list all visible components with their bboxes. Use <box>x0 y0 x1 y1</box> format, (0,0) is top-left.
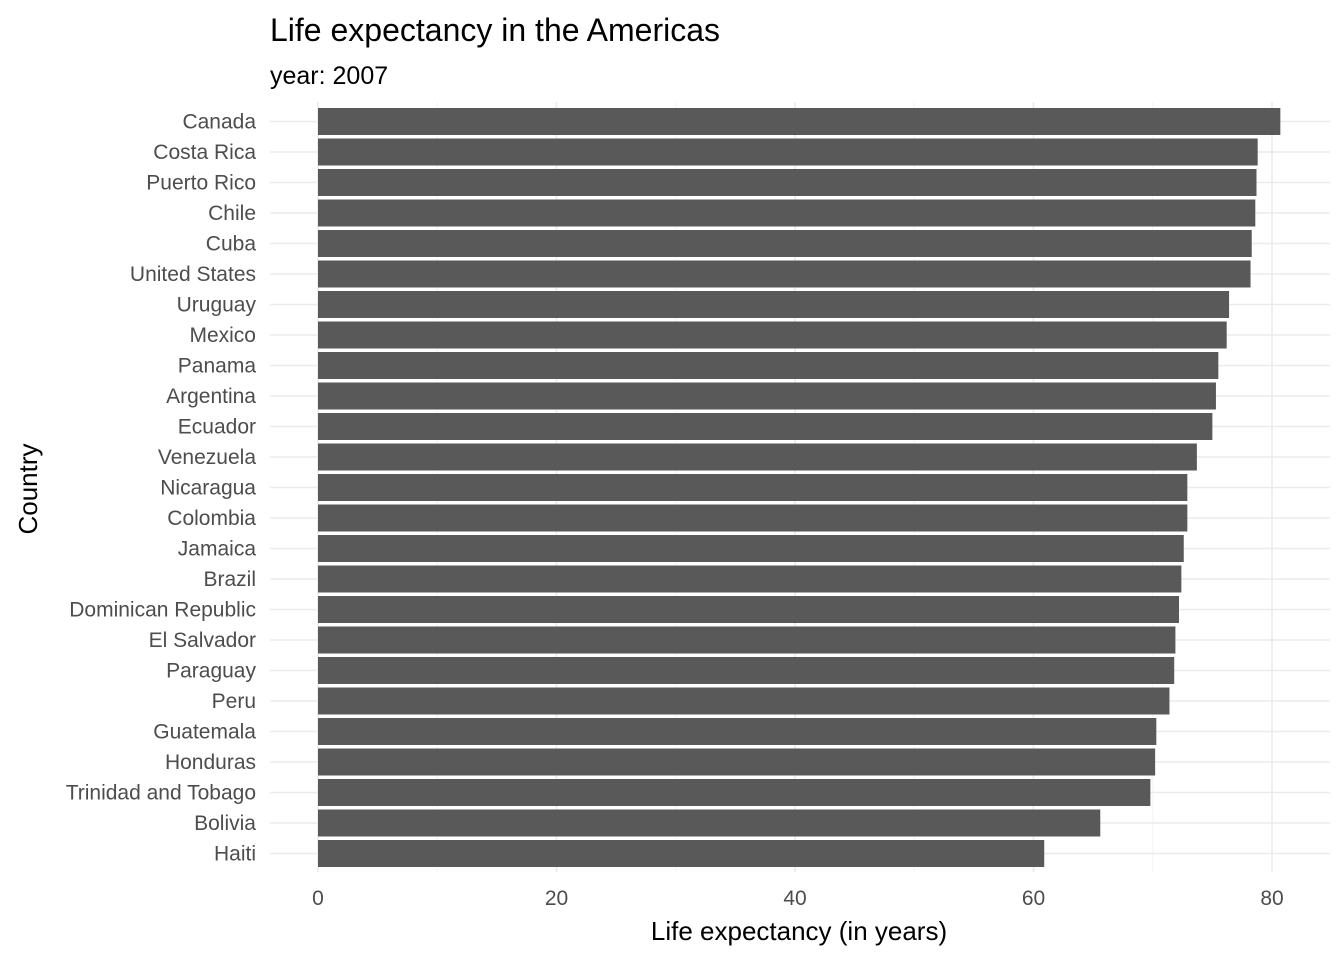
y-tick-label: Costa Rica <box>153 141 256 164</box>
y-tick-label: Mexico <box>189 324 256 347</box>
y-tick-label: Colombia <box>167 507 256 530</box>
bar-puerto-rico <box>318 169 1257 196</box>
chart-subtitle: year: 2007 <box>270 62 388 90</box>
bar-bolivia <box>318 809 1101 837</box>
bar-brazil <box>318 565 1182 593</box>
y-tick-label: Argentina <box>166 385 256 408</box>
bar-mexico <box>318 321 1227 349</box>
y-axis-title: Country <box>13 443 43 534</box>
y-tick-label: Trinidad and Tobago <box>66 782 256 805</box>
y-tick-labels: Canada Costa Rica Puerto Rico Chile Cuba Unit… <box>66 111 257 866</box>
y-tick-label: Peru <box>212 690 256 713</box>
bar-cuba <box>318 230 1252 257</box>
y-tick-label: Haiti <box>214 843 256 866</box>
x-axis-title: Life expectancy (in years) <box>651 916 947 946</box>
bar-peru <box>318 687 1170 715</box>
y-tick-label: Uruguay <box>177 294 257 317</box>
bar-honduras <box>318 748 1156 776</box>
y-tick-label: Ecuador <box>178 416 256 439</box>
y-tick-label: United States <box>130 263 256 286</box>
y-tick-label: Bolivia <box>194 812 256 835</box>
bars <box>318 108 1281 867</box>
x-tick-label: 60 <box>1022 887 1045 910</box>
bar-colombia <box>318 504 1188 532</box>
y-tick-label: Honduras <box>165 751 256 774</box>
bar-uruguay <box>318 291 1230 318</box>
y-tick-label: Canada <box>182 111 256 134</box>
bar-argentina <box>318 382 1216 410</box>
y-tick-label: Dominican Republic <box>69 599 256 622</box>
bar-jamaica <box>318 535 1184 562</box>
x-tick-label: 40 <box>783 887 806 910</box>
bar-united-states <box>318 260 1251 288</box>
y-tick-label: Paraguay <box>166 660 256 683</box>
bar-guatemala <box>318 718 1157 745</box>
y-tick-label: Guatemala <box>153 721 256 744</box>
bar-panama <box>318 352 1219 379</box>
y-tick-label: Jamaica <box>178 538 257 561</box>
y-tick-label: Chile <box>208 202 256 225</box>
x-tick-label: 20 <box>545 887 568 910</box>
bar-paraguay <box>318 657 1175 684</box>
y-tick-label: Nicaragua <box>160 477 256 500</box>
bar-haiti <box>318 840 1045 867</box>
bar-el-salvador <box>318 626 1176 654</box>
bar-dominican-republic <box>318 596 1179 623</box>
y-tick-label: Panama <box>178 355 257 378</box>
x-tick-label: 0 <box>312 887 324 910</box>
y-tick-label: Cuba <box>206 233 257 256</box>
y-tick-label: Brazil <box>203 568 256 591</box>
bar-canada <box>318 108 1281 135</box>
y-tick-label: El Salvador <box>149 629 256 652</box>
bar-nicaragua <box>318 474 1188 501</box>
x-tick-labels: 0 20 40 60 80 <box>312 887 1284 910</box>
chart-title: Life expectancy in the Americas <box>270 12 720 48</box>
bar-trinidad-and-tobago <box>318 779 1151 806</box>
bar-chile <box>318 199 1256 227</box>
bar-ecuador <box>318 413 1213 440</box>
bar-costa-rica <box>318 138 1258 166</box>
x-tick-label: 80 <box>1260 887 1283 910</box>
y-tick-label: Puerto Rico <box>146 172 256 195</box>
y-tick-label: Venezuela <box>158 446 256 469</box>
bar-venezuela <box>318 443 1197 471</box>
